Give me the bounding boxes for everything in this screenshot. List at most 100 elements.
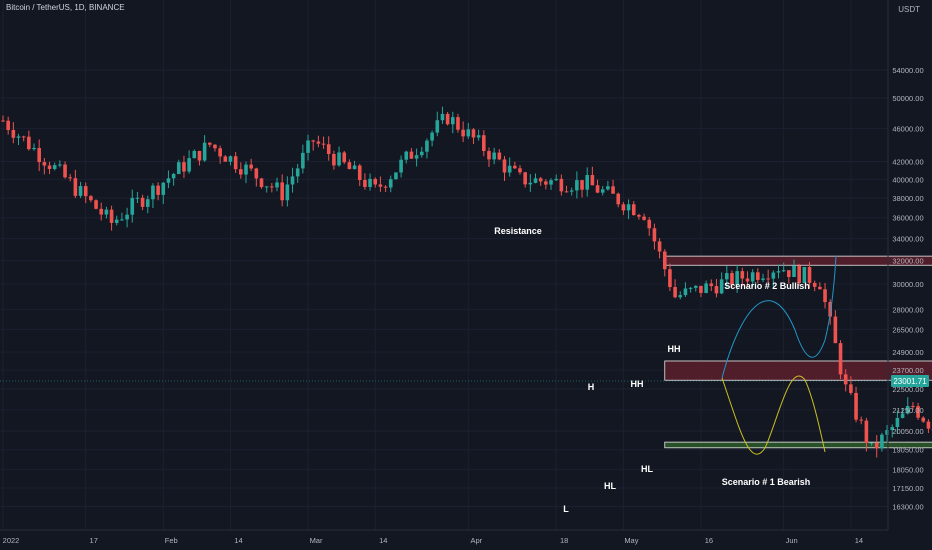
candle-body [130,197,135,215]
candle-body [719,279,724,294]
price-tick-label: 16300.00 [892,503,923,512]
price-tick-label: 18050.00 [892,465,923,474]
zone-upper-zone [664,360,932,381]
price-tick-label: 34000.00 [892,235,923,244]
price-tick-label: 38000.00 [892,194,923,203]
candle-body [373,178,378,185]
candle-body [482,135,486,152]
candle-body [78,186,83,196]
candle-body [843,374,848,385]
annotation-resistance: Resistance [494,226,542,236]
candle-body [295,168,300,177]
price-axis[interactable]: 54000.00 50000.00 46000.00 42000.00 40000.00… [892,66,923,512]
candle-body [497,152,502,160]
candle-body [678,295,683,298]
candle-body [32,147,36,150]
candle-body [880,434,884,449]
candle-body [564,191,569,193]
candle-body [471,129,476,138]
candle-body [631,204,636,216]
candle-body [507,165,512,173]
price-tick-label: 26500.00 [892,325,923,334]
candle-body [456,117,460,130]
candle-body [859,419,864,421]
candle-body [21,136,26,138]
candle-body [342,152,347,163]
candle-body [125,214,129,220]
candle-body [254,168,259,179]
candle-body [575,180,579,191]
candle-body [89,196,93,201]
candle-body [58,164,62,166]
candle-body [544,181,548,185]
price-tick-label: 40000.00 [892,175,923,184]
annotation-hh-2: HH [668,344,681,354]
candle-body [213,144,217,149]
candle-body [363,179,367,188]
candle-body [869,442,874,444]
candle-body [802,267,807,283]
candle-body [538,178,543,182]
candle-body [580,180,584,190]
candle-body [316,141,321,144]
candle-body [673,287,677,298]
candle-body [37,147,41,163]
candle-body [559,178,564,192]
candle-body [745,278,750,282]
candle-body [756,272,760,280]
candle-body [513,165,517,169]
annotation-hl-1: HL [604,481,616,491]
candle-body [140,197,145,207]
candle-body [554,178,558,181]
candle-body [916,406,920,418]
candle-body [461,129,465,137]
candle-body [120,219,124,221]
candle-body [83,186,88,197]
annotation-h: H [588,382,595,392]
candle-body [47,165,52,169]
candle-body [114,219,119,223]
time-tick-label: Mar [310,536,323,545]
candle-body [63,164,67,178]
candle-body [730,273,734,285]
candle-body [218,148,222,157]
candle-body [326,144,331,154]
price-tick-label: 50000.00 [892,94,923,103]
candle-body [68,177,73,179]
time-tick-label: 16 [705,536,713,545]
candle-body [781,270,786,272]
price-tick-label: 28000.00 [892,305,923,314]
candle-body [239,169,243,175]
candle-body [244,164,248,175]
candle-body [476,135,481,138]
candle-body [911,406,915,408]
time-axis[interactable]: 202217Feb14Mar14Apr18May16Jun14Jul18Aug1… [3,536,932,545]
candle-body [425,140,429,152]
candle-body [440,113,445,121]
price-tick-label: 23700.00 [892,366,923,375]
candle-body [450,117,455,125]
candle-body [156,185,160,195]
time-tick-label: May [624,536,638,545]
candle-body [693,285,698,288]
price-tick-label: 20050.00 [892,427,923,436]
candle-body [290,176,295,185]
candle-body [264,186,269,188]
candle-body [249,164,253,169]
candle-body [419,151,424,156]
candle-body [854,392,858,420]
candle-body [890,427,895,431]
candle-body [347,162,352,170]
candle-body [523,172,527,185]
time-tick-label: 14 [234,536,242,545]
candle-body [73,178,78,196]
candle-body [27,136,31,150]
candle-body [42,162,47,166]
candle-body [383,186,388,188]
candle-body [11,129,16,138]
candle-body [874,442,879,449]
candle-body [714,286,719,294]
candle-body [52,165,57,169]
time-tick-label: 17 [90,536,98,545]
